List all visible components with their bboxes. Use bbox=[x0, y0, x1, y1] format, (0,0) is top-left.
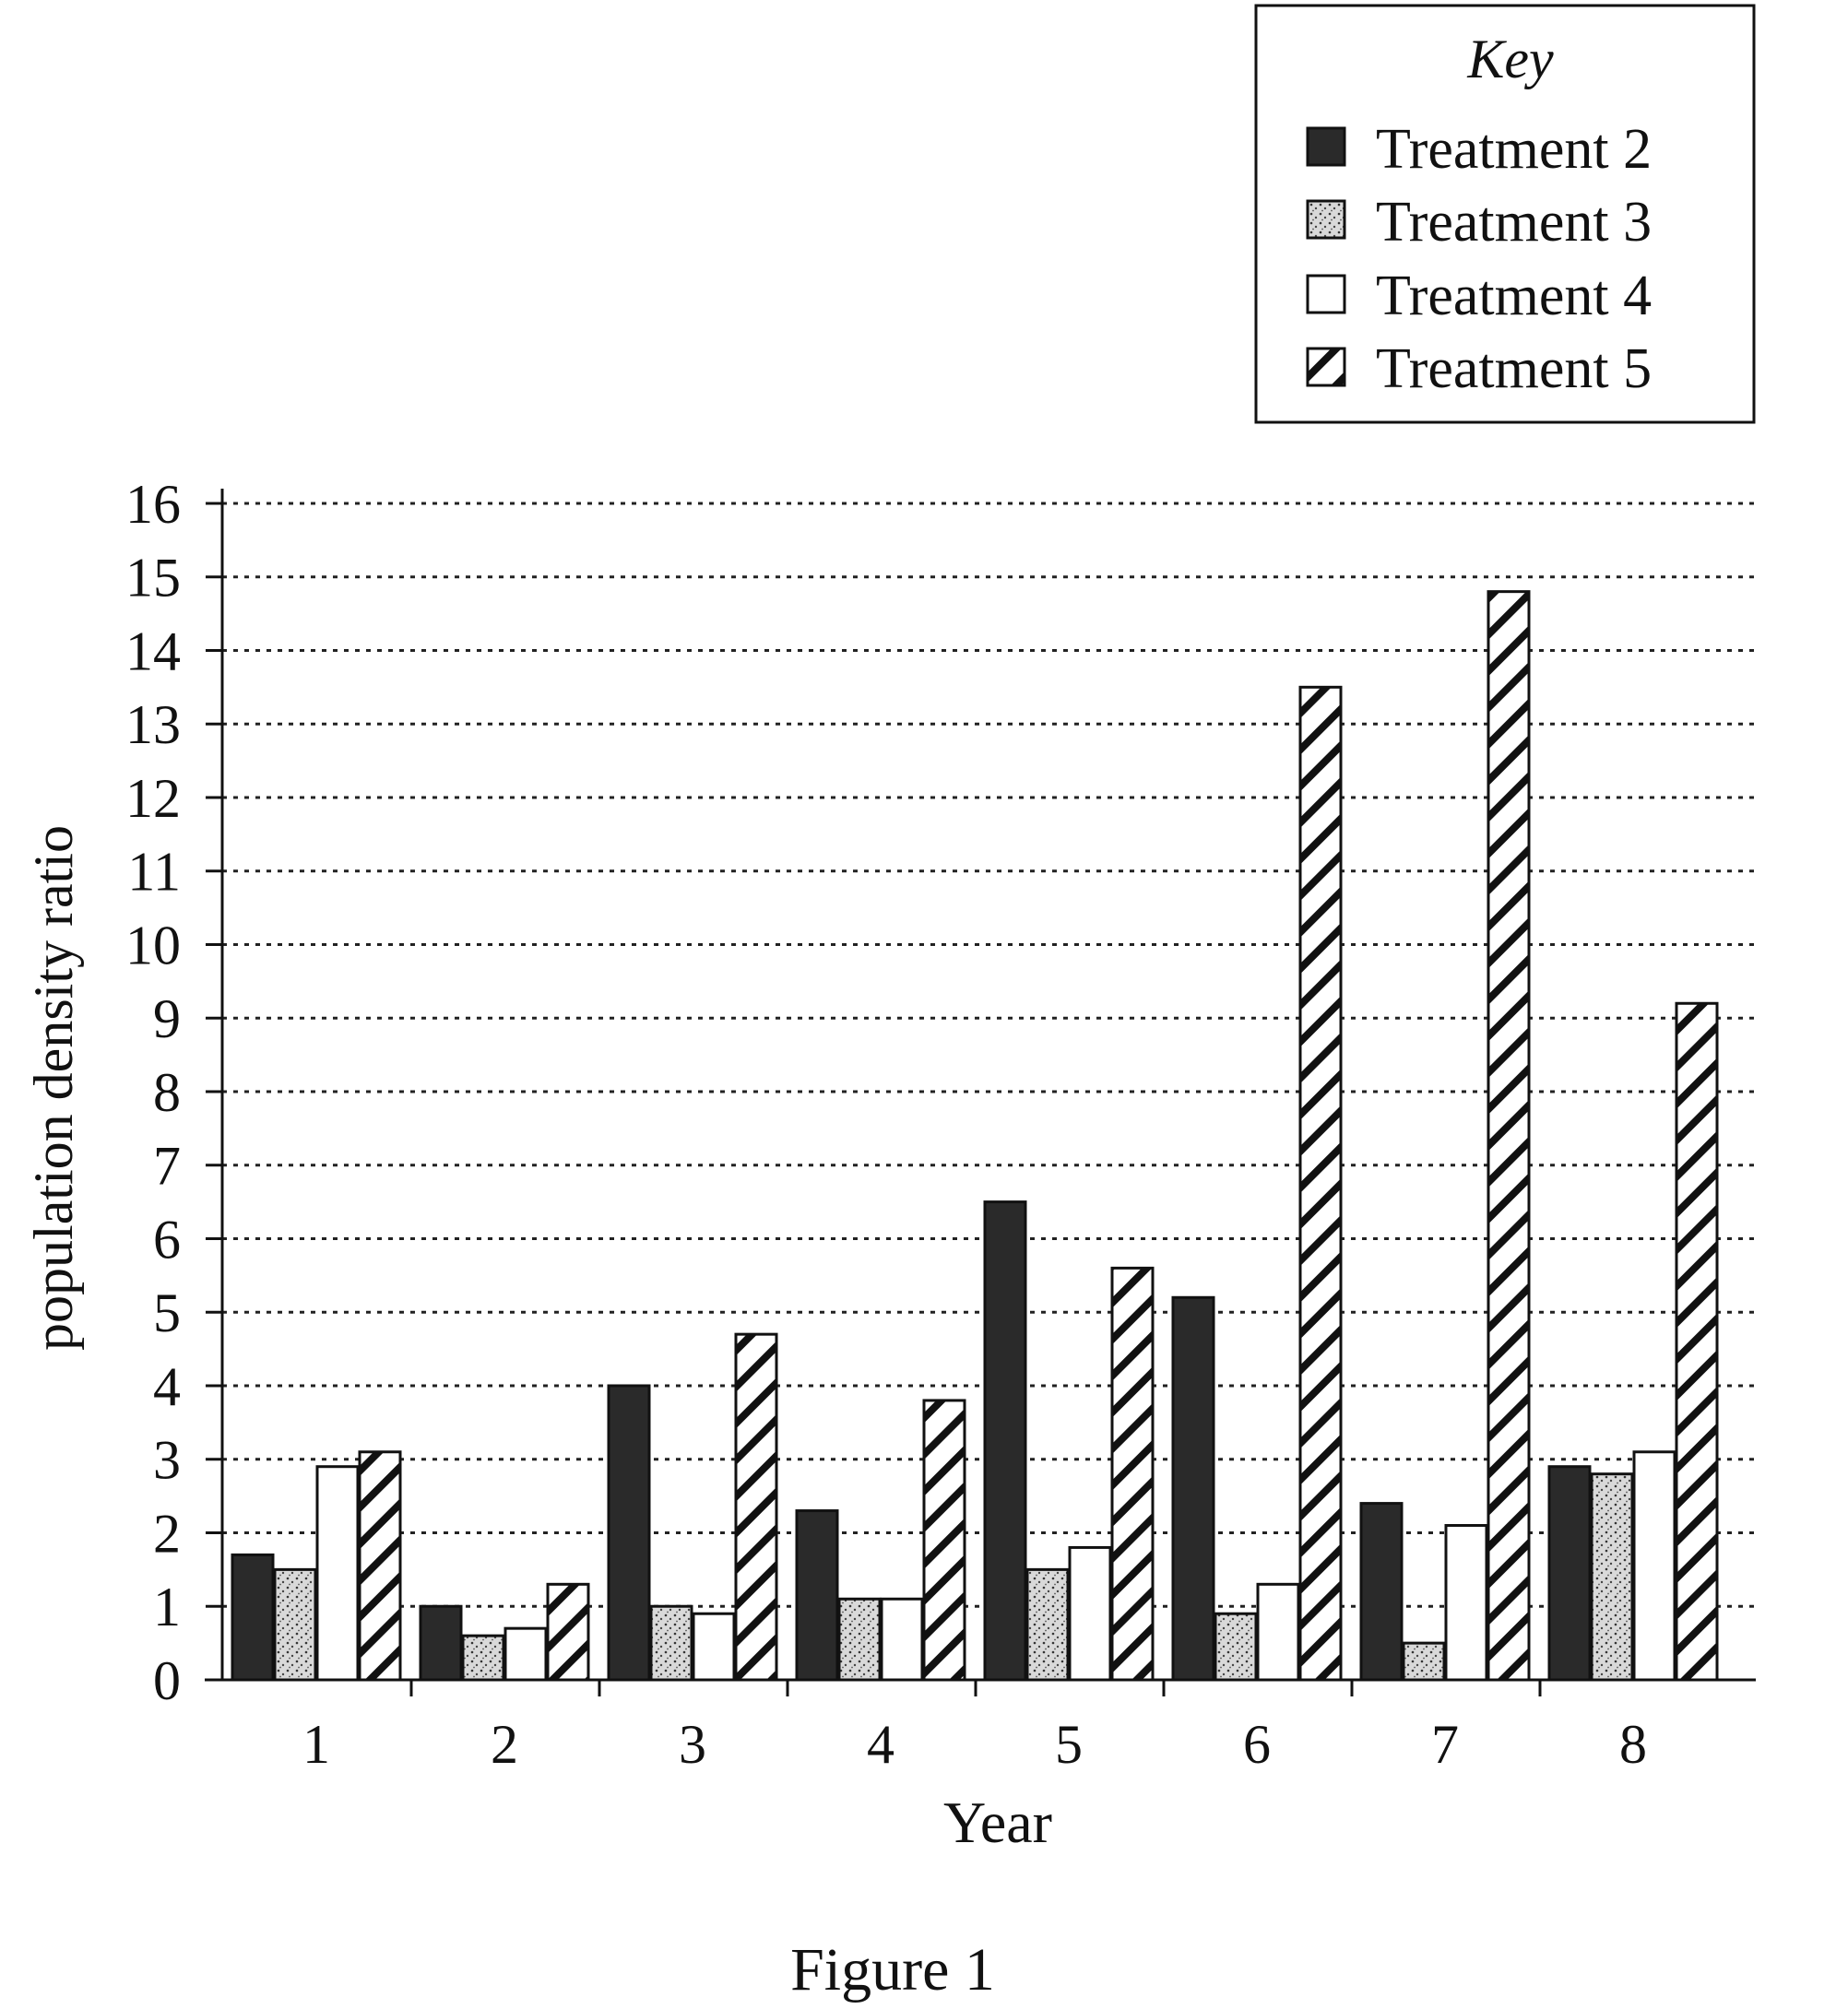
legend-swatch-treatment-4 bbox=[1306, 274, 1346, 314]
bar-treatment-4-year-2 bbox=[503, 1626, 548, 1682]
y-tick-label: 4 bbox=[153, 1356, 181, 1417]
legend-label-treatment-5: Treatment 5 bbox=[1376, 337, 1652, 400]
bar-treatment-3-year-5 bbox=[1025, 1567, 1070, 1682]
y-tick-label: 5 bbox=[153, 1282, 181, 1343]
y-tick-label: 11 bbox=[127, 842, 181, 903]
bar-treatment-3-year-1 bbox=[273, 1567, 317, 1682]
bar-treatment-4-year-3 bbox=[692, 1612, 736, 1682]
bar-treatment-4-year-4 bbox=[880, 1597, 924, 1682]
bar-treatment-2-year-4 bbox=[795, 1509, 839, 1682]
bar-treatment-3-year-6 bbox=[1214, 1612, 1258, 1682]
bar-treatment-2-year-1 bbox=[231, 1553, 275, 1682]
bar-treatment-5-year-2 bbox=[546, 1582, 590, 1682]
bar-treatment-4-year-7 bbox=[1444, 1524, 1488, 1682]
y-tick-label: 6 bbox=[153, 1209, 181, 1270]
legend-swatch-treatment-3 bbox=[1306, 199, 1346, 240]
bar-treatment-2-year-3 bbox=[607, 1384, 651, 1682]
bar-treatment-5-year-1 bbox=[358, 1450, 402, 1682]
x-axis-title: Year bbox=[943, 1790, 1052, 1855]
x-tick-label: 5 bbox=[1055, 1714, 1083, 1775]
bar-treatment-2-year-7 bbox=[1359, 1502, 1404, 1682]
y-tick-label: 13 bbox=[125, 694, 181, 755]
x-tick-label: 7 bbox=[1431, 1714, 1459, 1775]
legend-swatch-treatment-5 bbox=[1306, 347, 1346, 387]
bar-treatment-4-year-1 bbox=[315, 1465, 360, 1682]
bar-treatment-5-year-7 bbox=[1487, 590, 1531, 1682]
y-tick-label: 15 bbox=[125, 548, 181, 609]
y-tick-label: 16 bbox=[125, 474, 181, 535]
bar-treatment-2-year-8 bbox=[1547, 1465, 1592, 1682]
axes bbox=[205, 489, 1756, 1682]
y-tick-label: 7 bbox=[153, 1136, 181, 1197]
legend-label-treatment-4: Treatment 4 bbox=[1376, 265, 1652, 327]
x-tick-label: 3 bbox=[679, 1714, 706, 1775]
bar-treatment-5-year-8 bbox=[1675, 1001, 1719, 1682]
y-tick-label: 3 bbox=[153, 1430, 181, 1491]
bar-treatment-4-year-5 bbox=[1068, 1545, 1112, 1682]
bar-treatment-3-year-7 bbox=[1402, 1641, 1446, 1682]
y-tick-label: 12 bbox=[125, 768, 181, 829]
x-tick-label: 6 bbox=[1243, 1714, 1271, 1775]
y-tick-label: 10 bbox=[125, 915, 181, 975]
legend-label-treatment-2: Treatment 2 bbox=[1376, 118, 1652, 181]
x-tick-labels: 1 2 3 4 5 6 7 8 bbox=[302, 1680, 1647, 1775]
y-tick-label: 14 bbox=[125, 620, 181, 681]
bar-treatment-5-year-4 bbox=[922, 1399, 966, 1682]
bar-treatment-2-year-2 bbox=[419, 1604, 463, 1682]
bar-treatment-3-year-2 bbox=[461, 1634, 505, 1682]
x-tick-label: 1 bbox=[302, 1714, 330, 1775]
bar-treatment-4-year-6 bbox=[1256, 1582, 1300, 1682]
bar-treatment-5-year-6 bbox=[1298, 685, 1343, 1682]
bar-treatment-2-year-5 bbox=[983, 1200, 1027, 1682]
x-tick-label: 4 bbox=[867, 1714, 894, 1775]
legend: Key Treatment 2 Treatment 3 Treatment 4 … bbox=[1254, 4, 1756, 424]
bar-treatment-3-year-4 bbox=[837, 1597, 882, 1682]
y-axis-title: population density ratio bbox=[23, 825, 84, 1351]
bar-treatment-5-year-3 bbox=[734, 1332, 778, 1682]
bar-treatment-3-year-3 bbox=[649, 1604, 693, 1682]
bar-treatment-4-year-8 bbox=[1632, 1450, 1676, 1682]
legend-title: Key bbox=[1466, 29, 1554, 89]
bar-treatment-2-year-6 bbox=[1171, 1295, 1215, 1682]
y-tick-label: 0 bbox=[153, 1650, 181, 1711]
y-tick-label: 2 bbox=[153, 1503, 181, 1564]
bars bbox=[231, 590, 1719, 1682]
figure-caption: Figure 1 bbox=[790, 1936, 995, 2003]
bar-treatment-3-year-8 bbox=[1590, 1472, 1634, 1682]
x-tick-label: 2 bbox=[491, 1714, 518, 1775]
y-tick-label: 1 bbox=[153, 1577, 181, 1637]
bar-treatment-5-year-5 bbox=[1110, 1266, 1155, 1682]
legend-swatch-treatment-2 bbox=[1306, 126, 1346, 167]
x-tick-label: 8 bbox=[1619, 1714, 1647, 1775]
y-tick-label: 9 bbox=[153, 988, 181, 1049]
y-tick-label: 8 bbox=[153, 1062, 181, 1123]
legend-label-treatment-3: Treatment 3 bbox=[1376, 191, 1652, 254]
